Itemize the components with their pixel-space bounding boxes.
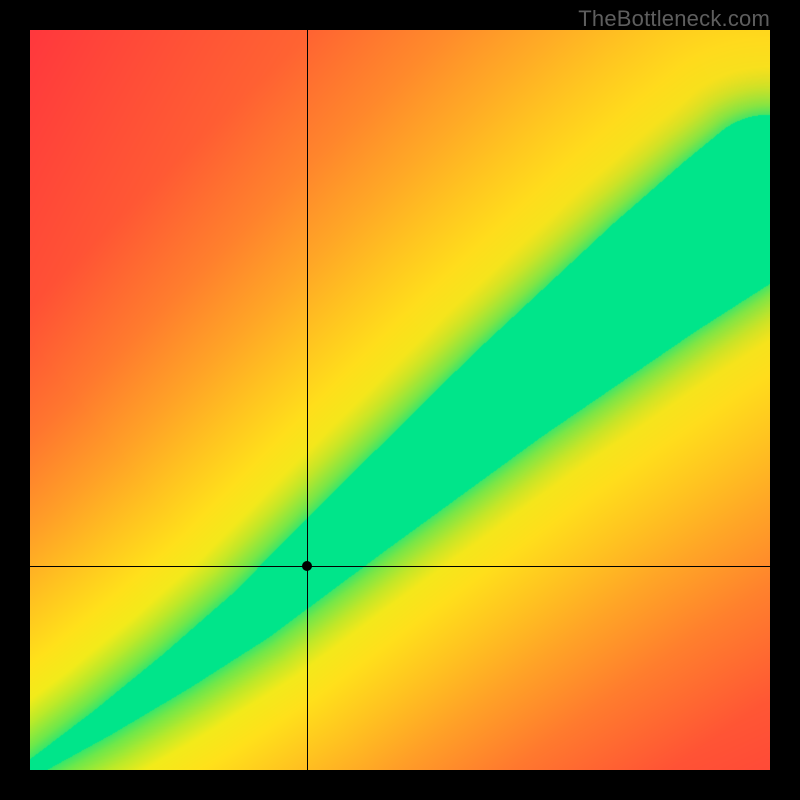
crosshair-horizontal-line (30, 566, 770, 567)
crosshair-vertical-line (307, 30, 308, 770)
crosshair-dot (302, 561, 312, 571)
watermark-text: TheBottleneck.com (578, 6, 770, 32)
heatmap-plot (30, 30, 770, 770)
heatmap-canvas (30, 30, 770, 770)
